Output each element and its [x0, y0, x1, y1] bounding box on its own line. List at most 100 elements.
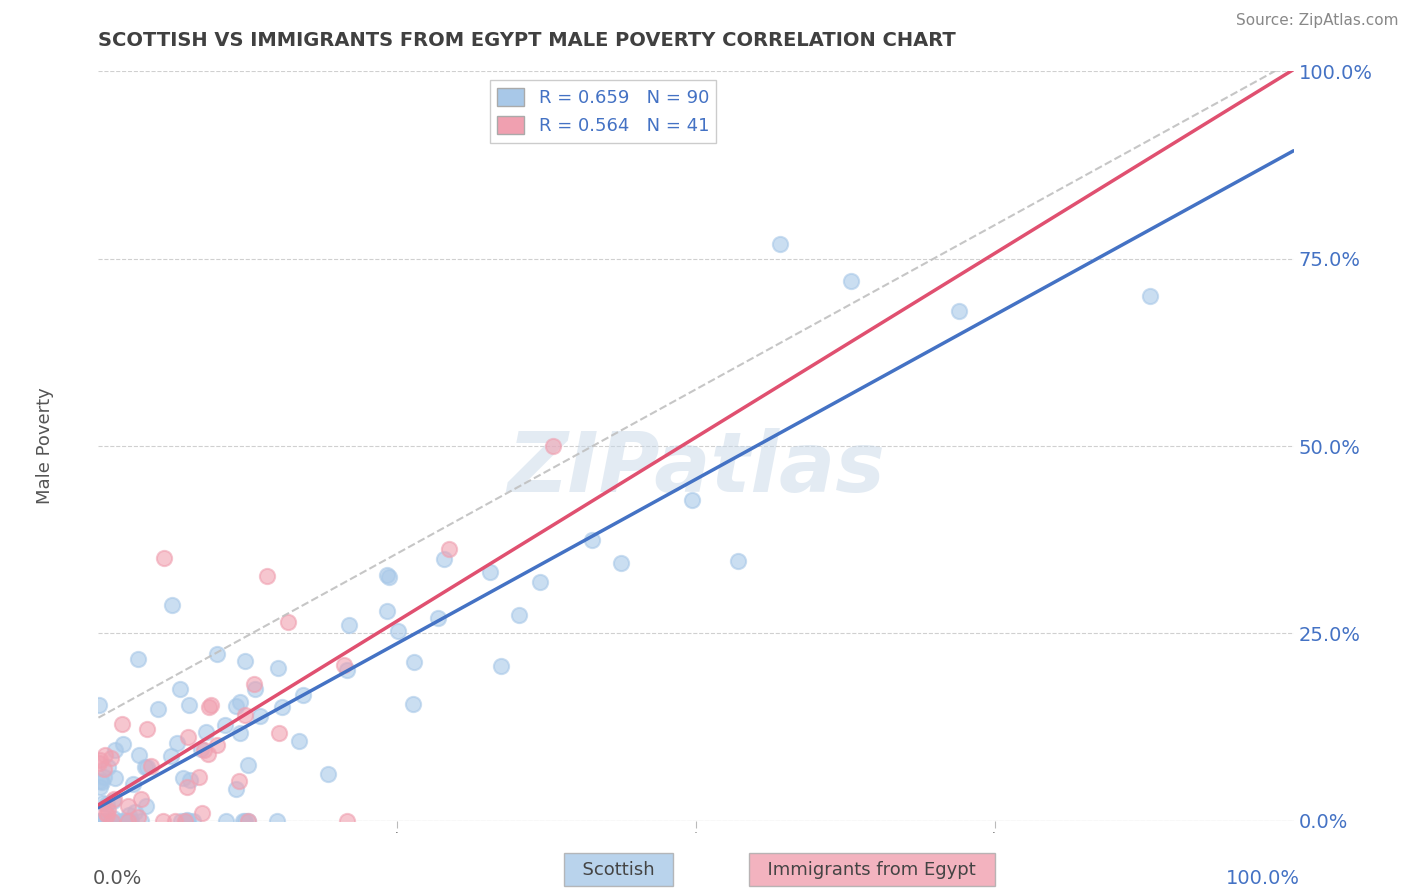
Point: [103, 771, 125, 785]
Point: [87, 698, 110, 712]
Point: [387, 624, 409, 639]
Point: [177, 730, 200, 744]
Point: [127, 810, 149, 824]
Point: [165, 814, 187, 828]
Point: [377, 569, 399, 583]
Point: [190, 742, 212, 756]
Point: [177, 698, 200, 712]
Text: ZIPatlas: ZIPatlas: [508, 428, 884, 509]
Point: [114, 814, 136, 828]
Point: [91, 814, 114, 828]
Point: [277, 615, 299, 630]
Point: [267, 725, 290, 739]
Point: [332, 657, 354, 672]
Text: Scottish: Scottish: [571, 861, 666, 879]
Point: [139, 758, 162, 772]
Point: [236, 757, 259, 772]
Point: [316, 767, 339, 781]
Point: [89, 814, 111, 828]
Point: [120, 814, 142, 828]
Point: [681, 493, 703, 508]
Point: [228, 774, 250, 789]
Point: [193, 743, 215, 757]
Point: [176, 813, 198, 827]
Point: [124, 805, 146, 819]
Point: [232, 814, 254, 828]
Point: [110, 814, 132, 828]
Point: [177, 814, 200, 828]
Point: [97, 803, 120, 817]
Point: [104, 742, 127, 756]
Point: [135, 799, 157, 814]
Point: [238, 814, 260, 828]
Point: [134, 760, 156, 774]
Point: [160, 749, 183, 764]
Point: [128, 747, 150, 762]
Point: [841, 274, 863, 288]
Point: [270, 699, 292, 714]
Point: [117, 798, 139, 813]
Point: [581, 533, 603, 547]
Legend: R = 0.659   N = 90, R = 0.564   N = 41: R = 0.659 N = 90, R = 0.564 N = 41: [489, 80, 716, 143]
Point: [242, 677, 264, 691]
Point: [190, 806, 212, 821]
Text: 100.0%: 100.0%: [1226, 870, 1299, 888]
Point: [768, 236, 790, 251]
Point: [101, 814, 124, 828]
Point: [98, 814, 121, 828]
Point: [152, 814, 174, 828]
Point: [117, 814, 139, 828]
Point: [89, 774, 111, 789]
Point: [87, 756, 110, 770]
Point: [292, 689, 315, 703]
Point: [245, 682, 267, 697]
Point: [136, 760, 159, 774]
Point: [197, 747, 219, 761]
Point: [402, 698, 425, 712]
Point: [91, 775, 114, 789]
Point: [129, 792, 152, 806]
Point: [225, 699, 247, 714]
Point: [529, 574, 551, 589]
Point: [225, 781, 247, 796]
Point: [1139, 289, 1161, 303]
Point: [101, 793, 124, 807]
Point: [153, 551, 176, 566]
Point: [215, 814, 238, 828]
Point: [94, 814, 117, 828]
Point: [266, 814, 288, 828]
Point: [96, 808, 118, 822]
Point: [91, 796, 114, 810]
Point: [228, 726, 250, 740]
Point: [375, 567, 398, 582]
Point: [179, 772, 201, 787]
Point: [173, 814, 195, 828]
Point: [267, 661, 290, 675]
Point: [169, 814, 191, 828]
Point: [478, 566, 501, 580]
Text: SCOTTISH VS IMMIGRANTS FROM EGYPT MALE POVERTY CORRELATION CHART: SCOTTISH VS IMMIGRANTS FROM EGYPT MALE P…: [98, 31, 956, 50]
Point: [433, 551, 456, 566]
Point: [127, 652, 149, 666]
Point: [233, 814, 256, 828]
Point: [146, 702, 169, 716]
Point: [508, 607, 530, 622]
Text: Male Poverty: Male Poverty: [35, 388, 53, 504]
Point: [111, 737, 134, 751]
Point: [94, 805, 117, 820]
Point: [117, 814, 139, 828]
Point: [100, 751, 122, 765]
Point: [120, 814, 142, 828]
Point: [214, 718, 236, 732]
Point: [336, 814, 359, 828]
Point: [198, 699, 221, 714]
Point: [439, 541, 461, 556]
Point: [122, 777, 145, 791]
Point: [111, 716, 134, 731]
Point: [288, 733, 311, 747]
Point: [89, 754, 111, 768]
Text: 0.0%: 0.0%: [93, 870, 142, 888]
Point: [169, 681, 191, 696]
Text: Immigrants from Egypt: Immigrants from Egypt: [756, 861, 987, 879]
Point: [491, 658, 513, 673]
